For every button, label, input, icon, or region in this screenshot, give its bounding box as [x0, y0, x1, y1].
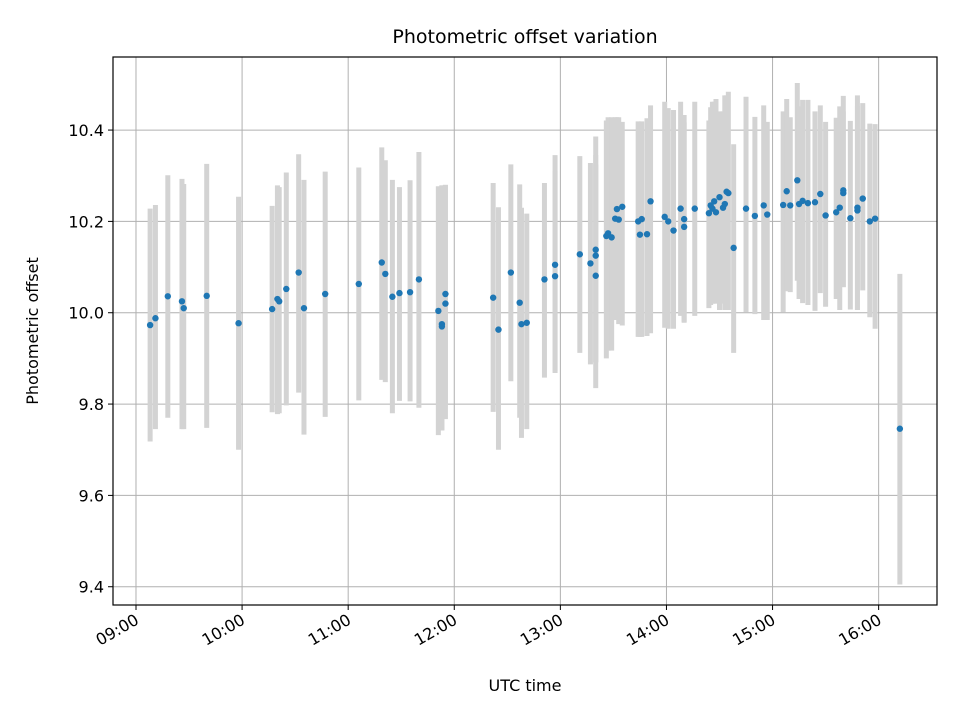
data-point	[615, 216, 622, 223]
data-point	[661, 213, 668, 221]
data-point	[794, 177, 801, 184]
data-point	[680, 223, 688, 231]
data-point	[523, 319, 530, 326]
data-point	[638, 215, 645, 223]
data-point	[608, 234, 615, 241]
data-point	[711, 198, 718, 205]
data-point	[268, 305, 276, 313]
data-point	[321, 290, 329, 298]
data-point	[592, 252, 599, 259]
data-point	[847, 215, 854, 222]
data-point	[378, 259, 385, 266]
data-point	[799, 197, 806, 205]
data-point	[551, 261, 559, 268]
data-point	[442, 290, 449, 298]
data-point	[435, 307, 442, 315]
data-point	[438, 323, 446, 330]
data-point	[691, 205, 698, 212]
data-point	[355, 280, 362, 288]
data-point	[705, 209, 713, 217]
data-point	[164, 293, 172, 300]
data-point	[516, 299, 523, 306]
data-point	[507, 269, 515, 276]
data-point	[576, 251, 584, 258]
data-point	[670, 227, 677, 234]
chart-title: Photometric offset variation	[392, 26, 657, 48]
data-point	[396, 289, 403, 297]
y-tick-label: 9.8	[79, 395, 104, 414]
data-point	[833, 209, 840, 216]
data-point	[680, 215, 688, 223]
data-point	[647, 198, 654, 205]
data-point	[896, 425, 904, 432]
data-point	[152, 315, 159, 322]
data-point	[836, 204, 843, 211]
data-point	[725, 189, 732, 197]
data-point	[235, 320, 242, 327]
data-point	[764, 211, 771, 218]
y-tick-label: 9.4	[79, 578, 104, 597]
data-point	[760, 202, 767, 209]
data-point	[146, 321, 154, 329]
data-point	[276, 298, 283, 305]
data-point	[804, 199, 812, 207]
data-point	[406, 288, 414, 296]
data-point	[613, 205, 621, 213]
y-axis-label: Photometric offset	[23, 257, 42, 405]
data-point	[859, 195, 866, 202]
data-point	[541, 276, 548, 283]
data-point	[779, 201, 787, 209]
data-point	[866, 218, 874, 225]
data-point	[721, 200, 729, 208]
data-point	[787, 202, 794, 209]
data-point	[389, 293, 396, 300]
plot-frame	[112, 56, 938, 606]
data-point	[665, 218, 672, 225]
data-point	[203, 292, 210, 300]
data-point	[382, 270, 389, 278]
data-points	[146, 177, 904, 432]
data-point	[283, 285, 290, 293]
data-point	[295, 269, 302, 276]
data-point	[811, 199, 819, 206]
data-point	[592, 246, 599, 253]
y-tick-label: 9.6	[79, 486, 104, 505]
x-axis-label: UTC time	[489, 676, 562, 695]
data-point	[822, 212, 829, 219]
data-point	[854, 204, 861, 211]
data-point	[178, 298, 186, 305]
data-point	[677, 205, 684, 212]
y-tick-label: 10.0	[68, 304, 104, 323]
data-point	[495, 326, 502, 333]
data-point	[636, 231, 644, 238]
data-point	[751, 212, 759, 220]
data-point	[489, 294, 497, 301]
y-tick-label: 10.2	[68, 212, 104, 231]
data-point	[587, 260, 594, 267]
data-point	[817, 190, 824, 198]
data-point	[643, 230, 651, 238]
data-point	[840, 189, 847, 197]
data-point	[415, 276, 423, 283]
data-point	[619, 203, 626, 210]
data-point	[592, 272, 599, 279]
y-axis-ticks: 9.4 9.6 9.8 10.0 10.2 10.4	[68, 121, 113, 597]
data-point	[742, 205, 750, 212]
data-point	[712, 209, 720, 216]
data-point	[871, 215, 879, 222]
data-point	[518, 320, 525, 328]
data-point	[730, 244, 737, 252]
data-point	[442, 300, 449, 307]
data-point	[300, 304, 308, 312]
data-point	[783, 188, 790, 195]
data-point	[180, 304, 187, 312]
data-point	[716, 193, 723, 201]
data-point	[551, 273, 559, 280]
y-tick-label: 10.4	[68, 121, 104, 140]
